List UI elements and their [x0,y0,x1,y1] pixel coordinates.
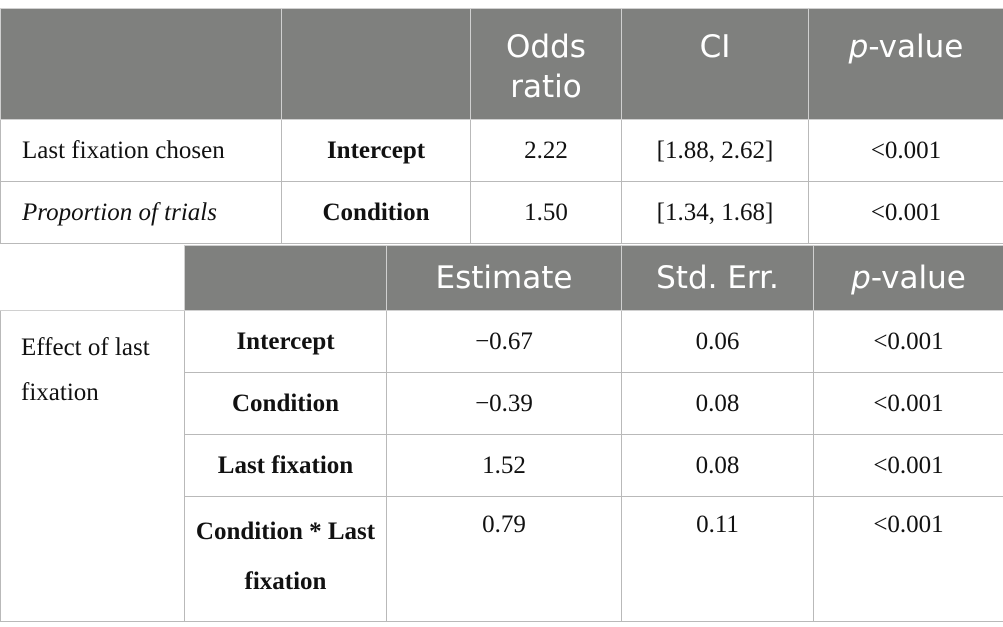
header-blank-cell [184,245,387,311]
term-cell: Condition [184,372,387,435]
p-value-cell: <0.001 [813,372,1003,435]
estimate-cell: −0.67 [386,310,622,373]
row-label: Proportion of trials [0,181,282,244]
header-p-value: p-value [808,8,1003,120]
header-odds-ratio: Odds ratio [470,8,622,120]
std-err-cell: 0.06 [621,310,814,373]
estimate-cell: 1.52 [386,434,622,497]
odds-cell: 2.22 [470,119,622,182]
table-row: Proportion of trials Condition 1.50 [1.3… [0,181,1003,244]
odds-table-header-row: Odds ratio CI p-value [0,8,1003,120]
term-cell: Condition [281,181,471,244]
p-value-cell: <0.001 [813,496,1003,622]
estimate-table: Estimate Std. Err. p-value Effect of las… [0,245,1003,622]
header-std-err: Std. Err. [621,245,814,311]
std-err-cell: 0.08 [621,434,814,497]
header-blank-cell [0,245,185,311]
term-cell: Intercept [281,119,471,182]
odds-cell: 1.50 [470,181,622,244]
term-cell: Intercept [184,310,387,373]
odds-ratio-table: Odds ratio CI p-value Last fixation chos… [0,8,1003,244]
estimate-table-header-row: Estimate Std. Err. p-value [0,245,1003,311]
row-label: Last fixation chosen [0,119,282,182]
p-value-cell: <0.001 [808,181,1003,244]
estimate-cell: 0.79 [386,496,622,622]
ci-cell: [1.88, 2.62] [621,119,809,182]
header-estimate: Estimate [386,245,622,311]
table-row: Last fixation chosen Intercept 2.22 [1.8… [0,119,1003,182]
header-ci: CI [621,8,809,120]
term-cell: Condition * Last fixation [184,496,387,622]
term-cell: Last fixation [184,434,387,497]
std-err-cell: 0.11 [621,496,814,622]
p-value-cell: <0.001 [813,310,1003,373]
estimate-cell: −0.39 [386,372,622,435]
p-value-cell: <0.001 [808,119,1003,182]
header-p-value: p-value [813,245,1003,311]
std-err-cell: 0.08 [621,372,814,435]
header-blank-cell [0,8,282,120]
p-value-cell: <0.001 [813,434,1003,497]
section-label: Effect of last fixation [0,310,185,622]
ci-cell: [1.34, 1.68] [621,181,809,244]
table-row: Condition * Last fixation 0.79 0.11 <0.0… [1,496,1003,622]
table-row: Effect of last fixation Intercept −0.67 … [0,310,1003,622]
header-blank-cell [281,8,471,120]
